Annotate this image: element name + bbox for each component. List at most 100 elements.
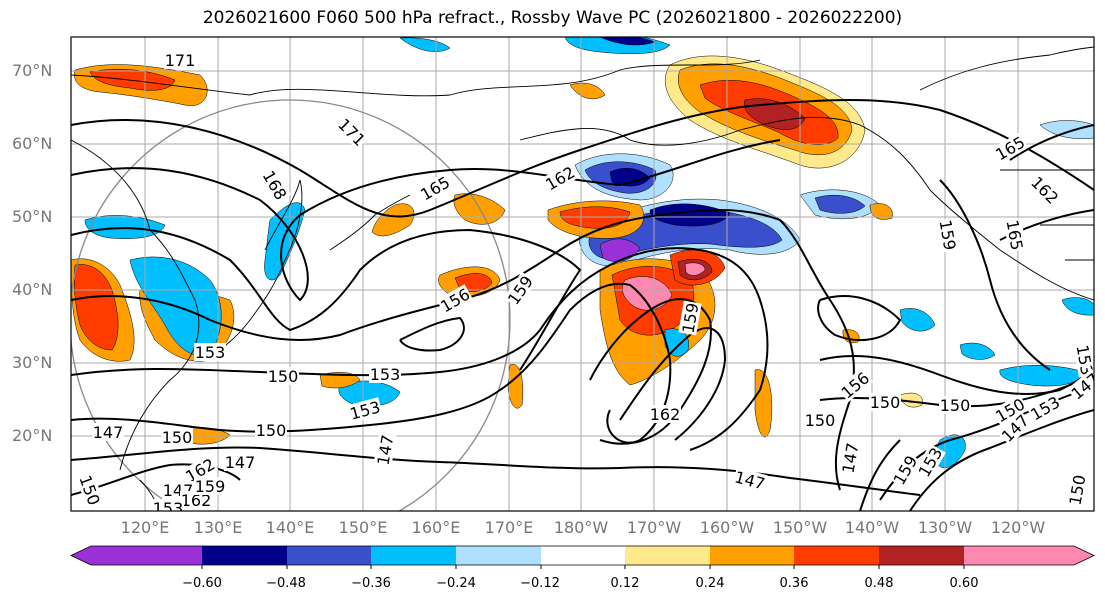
lon-label: 160°E — [411, 518, 461, 537]
colorbar-swatch — [710, 546, 794, 565]
shading-patch-darkred — [744, 98, 806, 130]
contour-label-bg — [180, 491, 212, 509]
contour-label-bg — [369, 365, 401, 383]
contour-label: 171 — [165, 51, 196, 70]
contour-label: 165 — [1002, 218, 1026, 251]
lon-label: 140°E — [265, 518, 315, 537]
colorbar-extend-right — [1074, 546, 1094, 565]
shading-patch-pink — [684, 262, 706, 276]
contour-label-bg — [804, 411, 836, 429]
contour-label-bg — [1066, 368, 1094, 404]
shading-patch-blue — [814, 195, 866, 214]
contour-label: 162 — [1027, 173, 1062, 208]
lon-label: 160°W — [699, 518, 755, 537]
contour-label: 162 — [542, 163, 578, 195]
contour-label: 150 — [805, 411, 836, 430]
contour-label-bg — [1026, 392, 1064, 424]
contour-label-bg — [1027, 172, 1063, 208]
colorbar-swatch — [202, 546, 287, 565]
contour-label-bg — [649, 405, 681, 423]
lon-label: 150°E — [338, 518, 388, 537]
contour-label: 153 — [1072, 343, 1096, 376]
colorbar-tick-label: 0.60 — [949, 576, 979, 591]
contour-label-bg — [914, 443, 946, 481]
colorbar-swatch — [541, 546, 625, 565]
shading-patch-cyan — [959, 342, 996, 360]
colorbar-tick-label: −0.60 — [182, 576, 222, 591]
lon-label: 170°E — [484, 518, 534, 537]
contour-label-bg — [161, 428, 193, 446]
lon-label: 120°W — [990, 518, 1046, 537]
colorbar-swatch — [287, 546, 371, 565]
colorbar-swatch — [91, 546, 202, 565]
plot-frame — [70, 36, 1095, 512]
contour-label: 165 — [417, 173, 453, 205]
colorbar-swatch — [964, 546, 1074, 565]
coastlines — [71, 46, 1094, 511]
contour-label-bg — [991, 132, 1029, 164]
contour-label-bg — [92, 423, 124, 441]
colorbar-tick-label: 0.48 — [864, 576, 894, 591]
shading-patch-orange — [371, 203, 415, 237]
colorbar-swatch — [625, 546, 710, 565]
lon-label: 130°E — [193, 518, 243, 537]
lon-label: 130°W — [917, 518, 973, 537]
colorbar-swatch — [371, 546, 456, 565]
contour-label-bg — [732, 467, 768, 493]
contour-label: 153 — [195, 343, 226, 362]
shading-patch-redorange — [559, 206, 631, 229]
colorbar-swatch — [794, 546, 879, 565]
contour-label-bg — [889, 451, 921, 489]
contour-label-bg — [541, 162, 579, 194]
lon-label: 150°W — [772, 518, 828, 537]
contour-label-bg — [259, 166, 291, 204]
contour-label-bg — [869, 393, 901, 411]
shading-patch-cyan — [84, 215, 166, 239]
contour-label: 147 — [838, 441, 862, 474]
contour-label: 153 — [153, 499, 184, 518]
contour-label-bg — [373, 432, 397, 468]
contour-label: 162 — [181, 491, 212, 510]
graticule — [71, 37, 1094, 511]
map-title: 2026021600 F060 500 hPa refract., Rossby… — [202, 8, 903, 28]
colorbar-tick-label: 0.24 — [695, 576, 725, 591]
lat-label: 70°N — [12, 61, 53, 80]
contour-label-bg — [164, 51, 196, 69]
colorbar-swatch — [879, 546, 964, 565]
contour-label: 168 — [259, 167, 291, 203]
contour-label: 159 — [935, 218, 959, 251]
reference-circle — [71, 99, 511, 511]
lon-label: 120°E — [120, 518, 170, 537]
contour-label-bg — [76, 471, 104, 509]
contour-label-bg — [1003, 217, 1027, 253]
shading-patch-cyan — [399, 37, 451, 52]
shading-patch-cyan — [264, 202, 306, 281]
colorbar-tick-label: −0.12 — [520, 576, 560, 591]
shading-patch-orange — [569, 82, 606, 100]
contour-label-bg — [991, 394, 1029, 426]
contour-label-bg — [194, 343, 226, 361]
lat-label: 20°N — [12, 426, 53, 445]
contour-label: 171 — [334, 115, 369, 150]
lon-label: 180°W — [553, 518, 609, 537]
contour-label-bg — [997, 410, 1033, 446]
contour-label-bg — [224, 453, 256, 471]
shading-patch-redorange — [73, 264, 119, 351]
shading-patch-lightblue — [1039, 120, 1094, 139]
contour-label: 159 — [195, 477, 226, 496]
contour-label: 150 — [870, 393, 901, 412]
colorbar-outline — [70, 545, 1095, 566]
shading-patch-cyan — [899, 308, 936, 332]
shading-patch-orange — [507, 364, 524, 409]
contour-label-bg — [416, 172, 454, 204]
contour-label-bg — [194, 477, 226, 495]
contour-label-bg — [181, 454, 219, 486]
contour-label: 150 — [268, 367, 299, 386]
shading-patch-cyan — [999, 364, 1086, 387]
colorbar-tick-label: 0.12 — [610, 576, 640, 591]
contour-label-bg — [334, 114, 370, 150]
shading-patch-navy — [599, 37, 656, 46]
shading-layer — [71, 37, 1094, 468]
colorbar-extend-left — [71, 546, 91, 565]
lon-label: 170°W — [626, 518, 682, 537]
